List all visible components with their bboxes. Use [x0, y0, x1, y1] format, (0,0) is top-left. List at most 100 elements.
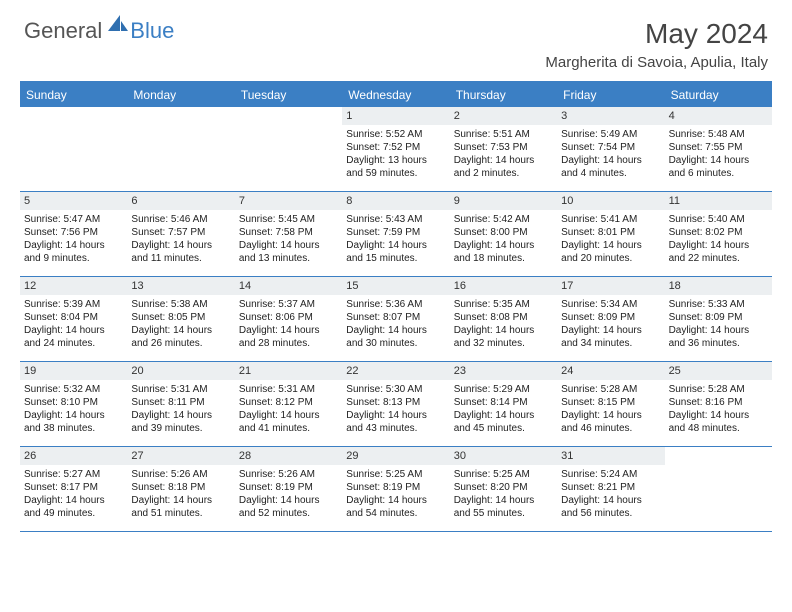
daylight-line: Daylight: 14 hours and 54 minutes.: [346, 494, 445, 520]
sunset-line: Sunset: 7:57 PM: [131, 226, 230, 239]
sunrise-line: Sunrise: 5:28 AM: [669, 383, 768, 396]
sunset-line: Sunset: 8:06 PM: [239, 311, 338, 324]
daylight-line: Daylight: 14 hours and 45 minutes.: [454, 409, 553, 435]
sunrise-line: Sunrise: 5:47 AM: [24, 213, 123, 226]
day-cell: [235, 107, 342, 191]
daylight-line: Daylight: 14 hours and 18 minutes.: [454, 239, 553, 265]
day-number: 23: [450, 362, 557, 380]
sunrise-line: Sunrise: 5:35 AM: [454, 298, 553, 311]
sunrise-line: Sunrise: 5:34 AM: [561, 298, 660, 311]
sunset-line: Sunset: 7:52 PM: [346, 141, 445, 154]
day-number: 15: [342, 277, 449, 295]
sunset-line: Sunset: 7:55 PM: [669, 141, 768, 154]
sunset-line: Sunset: 8:16 PM: [669, 396, 768, 409]
location: Margherita di Savoia, Apulia, Italy: [545, 54, 768, 71]
day-number: 27: [127, 447, 234, 465]
day-cell: 27Sunrise: 5:26 AMSunset: 8:18 PMDayligh…: [127, 447, 234, 531]
daylight-line: Daylight: 14 hours and 51 minutes.: [131, 494, 230, 520]
sunrise-line: Sunrise: 5:25 AM: [454, 468, 553, 481]
day-number: 6: [127, 192, 234, 210]
sunset-line: Sunset: 7:58 PM: [239, 226, 338, 239]
sunrise-line: Sunrise: 5:39 AM: [24, 298, 123, 311]
sunrise-line: Sunrise: 5:27 AM: [24, 468, 123, 481]
weekday-label: Sunday: [20, 83, 127, 107]
sunrise-line: Sunrise: 5:40 AM: [669, 213, 768, 226]
day-number: 17: [557, 277, 664, 295]
sunrise-line: Sunrise: 5:46 AM: [131, 213, 230, 226]
sunset-line: Sunset: 7:59 PM: [346, 226, 445, 239]
day-cell: 12 Sunrise: 5:39 AMSunset: 8:04 PMDayligh…: [20, 277, 127, 361]
daylight-line: Daylight: 14 hours and 22 minutes.: [669, 239, 768, 265]
day-cell: 4Sunrise: 5:48 AMSunset: 7:55 PMDaylight…: [665, 107, 772, 191]
day-cell: 24Sunrise: 5:28 AMSunset: 8:15 PMDayligh…: [557, 362, 664, 446]
sunrise-line: Sunrise: 5:52 AM: [346, 128, 445, 141]
sunrise-line: Sunrise: 5:26 AM: [239, 468, 338, 481]
day-cell: 10Sunrise: 5:41 AMSunset: 8:01 PMDayligh…: [557, 192, 664, 276]
day-number: 28: [235, 447, 342, 465]
logo: General Blue: [24, 18, 174, 44]
day-cell: 17Sunrise: 5:34 AMSunset: 8:09 PMDayligh…: [557, 277, 664, 361]
day-number: 19: [20, 362, 127, 380]
sunrise-line: Sunrise: 5:28 AM: [561, 383, 660, 396]
daylight-line: Daylight: 14 hours and 55 minutes.: [454, 494, 553, 520]
sunrise-line: Sunrise: 5:49 AM: [561, 128, 660, 141]
sunrise-line: Sunrise: 5:48 AM: [669, 128, 768, 141]
daylight-line: Daylight: 14 hours and 2 minutes.: [454, 154, 553, 180]
day-number: 9: [450, 192, 557, 210]
sunrise-line: Sunrise: 5:45 AM: [239, 213, 338, 226]
day-number: 11: [665, 192, 772, 210]
day-cell: 30Sunrise: 5:25 AMSunset: 8:20 PMDayligh…: [450, 447, 557, 531]
day-number: 7: [235, 192, 342, 210]
daylight-line: Daylight: 14 hours and 24 minutes.: [24, 324, 123, 350]
daylight-line: Daylight: 14 hours and 4 minutes.: [561, 154, 660, 180]
sunset-line: Sunset: 8:10 PM: [24, 396, 123, 409]
day-cell: 15Sunrise: 5:36 AMSunset: 8:07 PMDayligh…: [342, 277, 449, 361]
daylight-line: Daylight: 14 hours and 13 minutes.: [239, 239, 338, 265]
day-cell: 8Sunrise: 5:43 AMSunset: 7:59 PMDaylight…: [342, 192, 449, 276]
sunrise-line: Sunrise: 5:29 AM: [454, 383, 553, 396]
sunset-line: Sunset: 8:17 PM: [24, 481, 123, 494]
day-cell: 25Sunrise: 5:28 AMSunset: 8:16 PMDayligh…: [665, 362, 772, 446]
sunrise-line: Sunrise: 5:30 AM: [346, 383, 445, 396]
daylight-line: Daylight: 14 hours and 26 minutes.: [131, 324, 230, 350]
day-cell: 5Sunrise: 5:47 AMSunset: 7:56 PMDaylight…: [20, 192, 127, 276]
day-cell: 19Sunrise: 5:32 AMSunset: 8:10 PMDayligh…: [20, 362, 127, 446]
sunset-line: Sunset: 8:19 PM: [346, 481, 445, 494]
day-cell: 21Sunrise: 5:31 AMSunset: 8:12 PMDayligh…: [235, 362, 342, 446]
daylight-line: Daylight: 14 hours and 28 minutes.: [239, 324, 338, 350]
sunrise-line: Sunrise: 5:31 AM: [131, 383, 230, 396]
daylight-line: Daylight: 14 hours and 52 minutes.: [239, 494, 338, 520]
sunrise-line: Sunrise: 5:41 AM: [561, 213, 660, 226]
day-number: 10: [557, 192, 664, 210]
sunset-line: Sunset: 8:21 PM: [561, 481, 660, 494]
day-cell: 14Sunrise: 5:37 AMSunset: 8:06 PMDayligh…: [235, 277, 342, 361]
day-number: 12: [20, 277, 127, 295]
day-number: 29: [342, 447, 449, 465]
sunrise-line: Sunrise: 5:42 AM: [454, 213, 553, 226]
sunrise-line: Sunrise: 5:25 AM: [346, 468, 445, 481]
daylight-line: Daylight: 14 hours and 38 minutes.: [24, 409, 123, 435]
day-cell: 7 Sunrise: 5:45 AMSunset: 7:58 PMDaylight…: [235, 192, 342, 276]
sunset-line: Sunset: 8:11 PM: [131, 396, 230, 409]
day-number: 21: [235, 362, 342, 380]
logo-text-general: General: [24, 18, 102, 44]
week-row: 19Sunrise: 5:32 AMSunset: 8:10 PMDayligh…: [20, 362, 772, 447]
title-block: May 2024 Margherita di Savoia, Apulia, I…: [545, 18, 768, 71]
logo-sail-icon: [108, 15, 128, 38]
sunset-line: Sunset: 8:15 PM: [561, 396, 660, 409]
day-number: 1: [342, 107, 449, 125]
weekday-label: Friday: [557, 83, 664, 107]
day-cell: 23Sunrise: 5:29 AMSunset: 8:14 PMDayligh…: [450, 362, 557, 446]
daylight-line: Daylight: 14 hours and 41 minutes.: [239, 409, 338, 435]
sunset-line: Sunset: 8:13 PM: [346, 396, 445, 409]
day-cell: 28Sunrise: 5:26 AMSunset: 8:19 PMDayligh…: [235, 447, 342, 531]
day-number: 24: [557, 362, 664, 380]
sunrise-line: Sunrise: 5:24 AM: [561, 468, 660, 481]
daylight-line: Daylight: 14 hours and 30 minutes.: [346, 324, 445, 350]
week-row: 26Sunrise: 5:27 AMSunset: 8:17 PMDayligh…: [20, 447, 772, 532]
month-title: May 2024: [545, 18, 768, 50]
sunset-line: Sunset: 8:04 PM: [24, 311, 123, 324]
day-cell: 29 Sunrise: 5:25 AMSunset: 8:19 PMDayligh…: [342, 447, 449, 531]
day-number: 8: [342, 192, 449, 210]
daylight-line: Daylight: 14 hours and 20 minutes.: [561, 239, 660, 265]
